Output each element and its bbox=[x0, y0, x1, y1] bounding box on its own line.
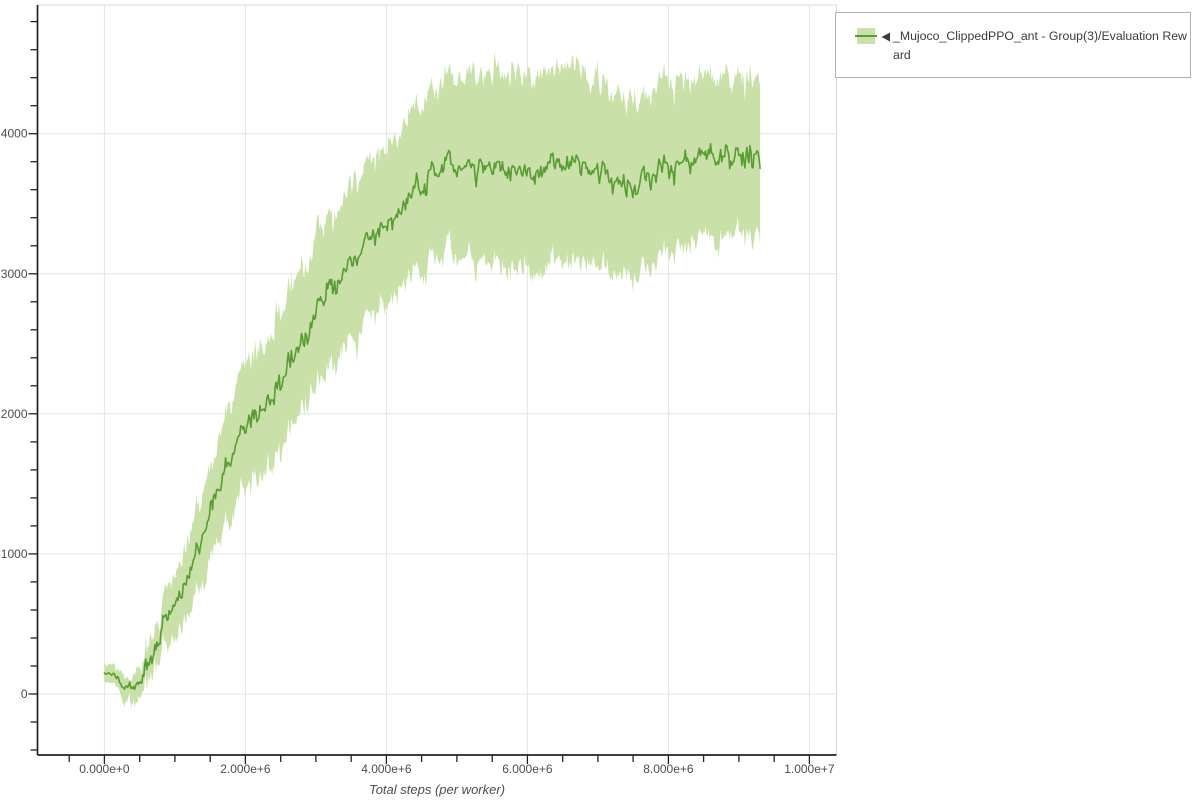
svg-text:1000: 1000 bbox=[1, 547, 28, 561]
svg-text:4.000e+6: 4.000e+6 bbox=[361, 762, 412, 776]
svg-text:0.000e+0: 0.000e+0 bbox=[79, 762, 130, 776]
svg-text:Total steps (per worker): Total steps (per worker) bbox=[369, 782, 505, 797]
svg-text:3000: 3000 bbox=[1, 267, 28, 281]
svg-text:4000: 4000 bbox=[1, 127, 28, 141]
svg-text:1.000e+7: 1.000e+7 bbox=[784, 762, 835, 776]
svg-text:2.000e+6: 2.000e+6 bbox=[220, 762, 271, 776]
svg-text:6.000e+6: 6.000e+6 bbox=[502, 762, 553, 776]
svg-text:8.000e+6: 8.000e+6 bbox=[643, 762, 694, 776]
svg-text:0: 0 bbox=[21, 687, 28, 701]
svg-text:2000: 2000 bbox=[1, 407, 28, 421]
